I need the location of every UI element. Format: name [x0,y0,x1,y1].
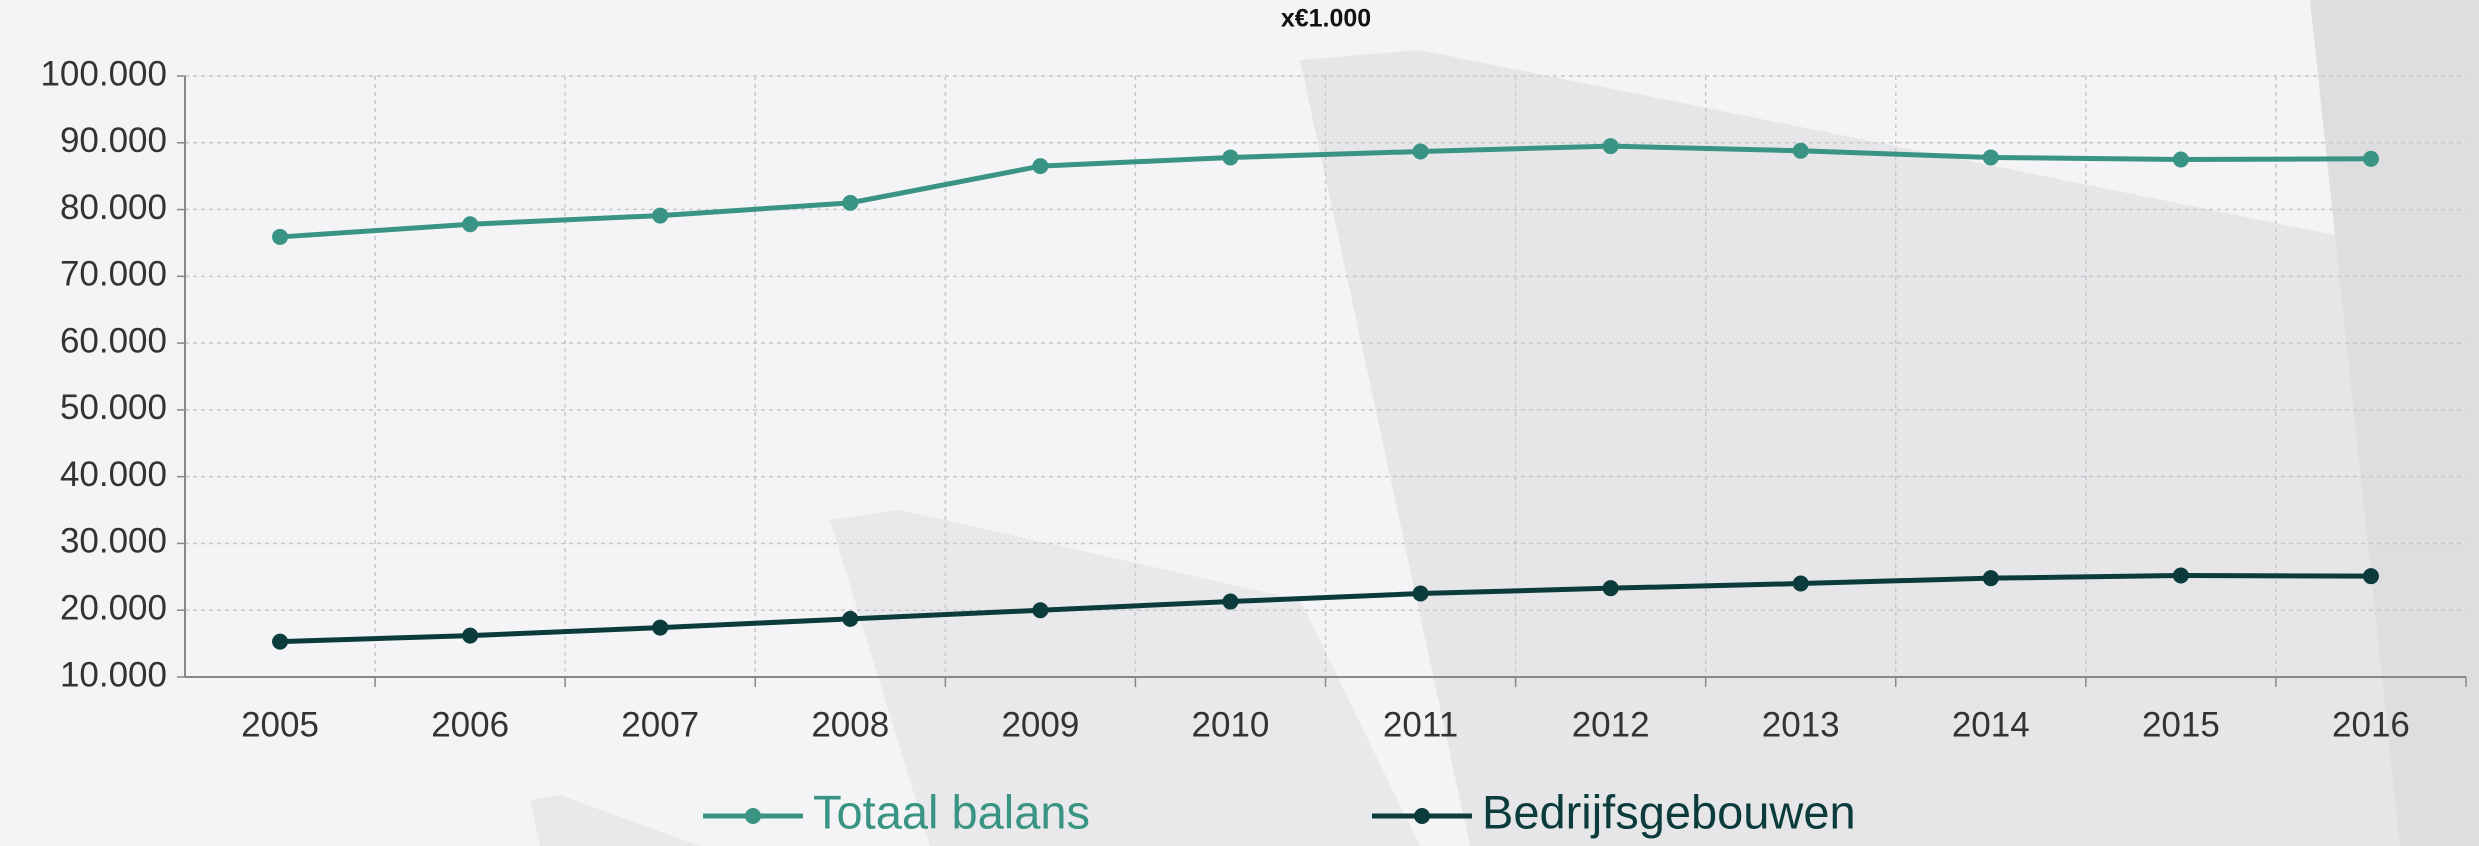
data-point [1793,143,1809,159]
data-point [842,195,858,211]
y-tick-label: 90.000 [60,121,167,160]
data-point [462,216,478,232]
x-tick-label: 2016 [2332,705,2410,744]
chart-title: x€1.000 [1281,5,1371,33]
data-point [1793,576,1809,592]
y-tick-label: 40.000 [60,455,167,494]
x-tick-label: 2014 [1952,705,2030,744]
data-point [462,628,478,644]
data-point [652,620,668,636]
chart: x€1.000 10.000 20.000 30.000 40.000 50.000 60… [0,0,2479,846]
data-point [1413,143,1429,159]
data-point [2173,567,2189,583]
data-point [1032,158,1048,174]
x-tick-label: 2009 [1001,705,1079,744]
y-tick-label: 30.000 [60,522,167,561]
x-tick-label: 2013 [1762,705,1840,744]
y-tick-label: 60.000 [60,321,167,360]
x-tick-label: 2010 [1192,705,1270,744]
x-tick-label: 2012 [1572,705,1650,744]
data-point [842,611,858,627]
data-point [1603,138,1619,154]
data-point [272,229,288,245]
y-tick-label: 70.000 [60,255,167,294]
data-point [1983,149,1999,165]
x-tick-label: 2007 [621,705,699,744]
legend-label: Totaal balans [813,785,1090,838]
data-point [1603,580,1619,596]
y-tick-label: 50.000 [60,388,167,427]
data-point [1413,586,1429,602]
data-point [2173,151,2189,167]
data-point [2363,151,2379,167]
x-tick-label: 2005 [241,705,319,744]
x-tick-label: 2015 [2142,705,2220,744]
page: x€1.000 10.000 20.000 30.000 40.000 50.000 60… [0,0,2479,846]
data-point [1222,594,1238,610]
x-tick-label: 2011 [1383,705,1458,744]
y-tick-label: 100.000 [40,54,167,93]
y-tick-label: 10.000 [60,655,167,694]
data-point [1983,570,1999,586]
data-point [1032,602,1048,618]
data-point [652,208,668,224]
y-tick-label: 20.000 [60,588,167,627]
data-point [1222,149,1238,165]
y-tick-label: 80.000 [60,188,167,227]
data-point [272,634,288,650]
x-tick-label: 2006 [431,705,509,744]
legend-marker [745,808,761,824]
legend-label: Bedrijfsgebouwen [1482,785,1856,838]
data-point [2363,568,2379,584]
legend-marker [1414,808,1430,824]
x-tick-label: 2008 [811,705,889,744]
